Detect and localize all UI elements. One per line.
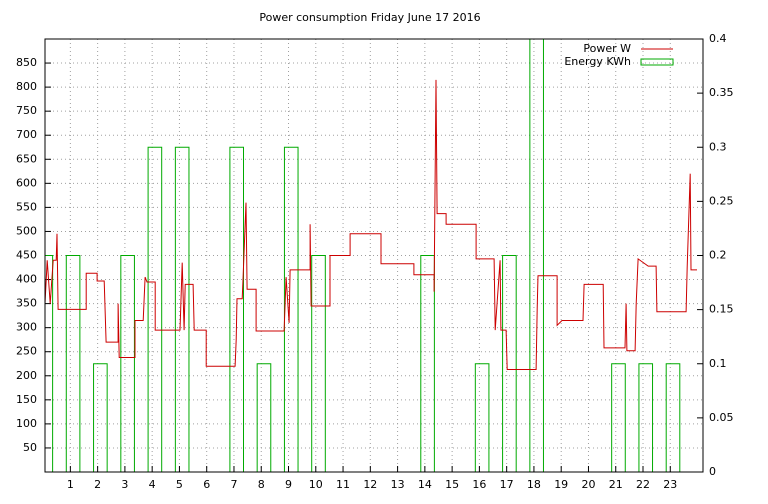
x-tick-label: 18 <box>527 478 541 491</box>
x-tick-label: 6 <box>203 478 210 491</box>
y-tick-label: 300 <box>16 321 37 334</box>
x-tick-label: 13 <box>391 478 405 491</box>
x-tick-label: 20 <box>581 478 595 491</box>
energy-bar <box>174 146 190 472</box>
x-tick-label: 11 <box>336 478 350 491</box>
x-tick-label: 23 <box>663 478 677 491</box>
legend-label: Energy KWh <box>564 55 631 68</box>
y-tick-label: 750 <box>16 104 37 117</box>
energy-bar <box>420 255 435 472</box>
y2-tick-label: 0.4 <box>709 32 727 45</box>
y2-tick-label: 0.3 <box>709 140 727 153</box>
x-tick-label: 8 <box>258 478 265 491</box>
energy-bar <box>638 363 654 472</box>
energy-bar <box>93 363 108 472</box>
x-tick-label: 15 <box>445 478 459 491</box>
x-tick-label: 22 <box>636 478 650 491</box>
y-tick-label: 250 <box>16 345 37 358</box>
x-tick-label: 21 <box>609 478 623 491</box>
x-tick-label: 9 <box>285 478 292 491</box>
plot-frame <box>44 38 704 473</box>
x-tick-label: 12 <box>363 478 377 491</box>
y-tick-label: 600 <box>16 176 37 189</box>
y-tick-label: 200 <box>16 369 37 382</box>
y-tick-label: 550 <box>16 200 37 213</box>
x-tick-label: 19 <box>554 478 568 491</box>
chart-title: Power consumption Friday June 17 2016 <box>259 11 480 24</box>
energy-bar <box>529 39 544 472</box>
x-tick-label: 16 <box>472 478 486 491</box>
x-tick-label: 10 <box>309 478 323 491</box>
x-tick-label: 17 <box>500 478 514 491</box>
x-tick-label: 2 <box>94 478 101 491</box>
y2-tick-label: 0 <box>709 465 716 478</box>
energy-bar <box>474 363 490 472</box>
y-tick-label: 400 <box>16 273 37 286</box>
y-tick-label: 800 <box>16 80 37 93</box>
x-tick-label: 7 <box>230 478 237 491</box>
energy-bar <box>120 255 135 472</box>
y-tick-label: 850 <box>16 56 37 69</box>
energy-bar <box>65 255 81 472</box>
y-tick-label: 450 <box>16 249 37 262</box>
y2-tick-label: 0.2 <box>709 249 727 262</box>
y-tick-label: 650 <box>16 152 37 165</box>
y2-tick-label: 0.25 <box>709 194 734 207</box>
energy-bar <box>502 255 517 472</box>
y-tick-label: 50 <box>23 441 37 454</box>
y-tick-label: 150 <box>16 393 37 406</box>
y2-tick-label: 0.35 <box>709 86 734 99</box>
energy-bar <box>311 255 326 472</box>
x-tick-label: 14 <box>418 478 432 491</box>
legend-swatch <box>640 58 674 66</box>
y2-tick-label: 0.15 <box>709 303 734 316</box>
x-tick-label: 1 <box>67 478 74 491</box>
y2-tick-label: 0.1 <box>709 357 727 370</box>
y2-tick-label: 0.05 <box>709 411 734 424</box>
y-tick-label: 700 <box>16 128 37 141</box>
energy-bar <box>665 363 681 472</box>
x-tick-label: 4 <box>149 478 156 491</box>
plot-area <box>45 39 697 472</box>
x-tick-label: 3 <box>121 478 128 491</box>
energy-bar <box>256 363 272 472</box>
y-tick-label: 350 <box>16 297 37 310</box>
energy-bar <box>45 255 54 472</box>
legend-label: Power W <box>583 42 631 55</box>
y-tick-label: 100 <box>16 417 37 430</box>
energy-bar <box>611 363 626 472</box>
energy-bar <box>283 146 299 472</box>
y-tick-label: 500 <box>16 224 37 237</box>
energy-bar <box>147 146 163 472</box>
energy-bar <box>229 146 245 472</box>
x-tick-label: 5 <box>176 478 183 491</box>
power-line <box>45 79 697 370</box>
